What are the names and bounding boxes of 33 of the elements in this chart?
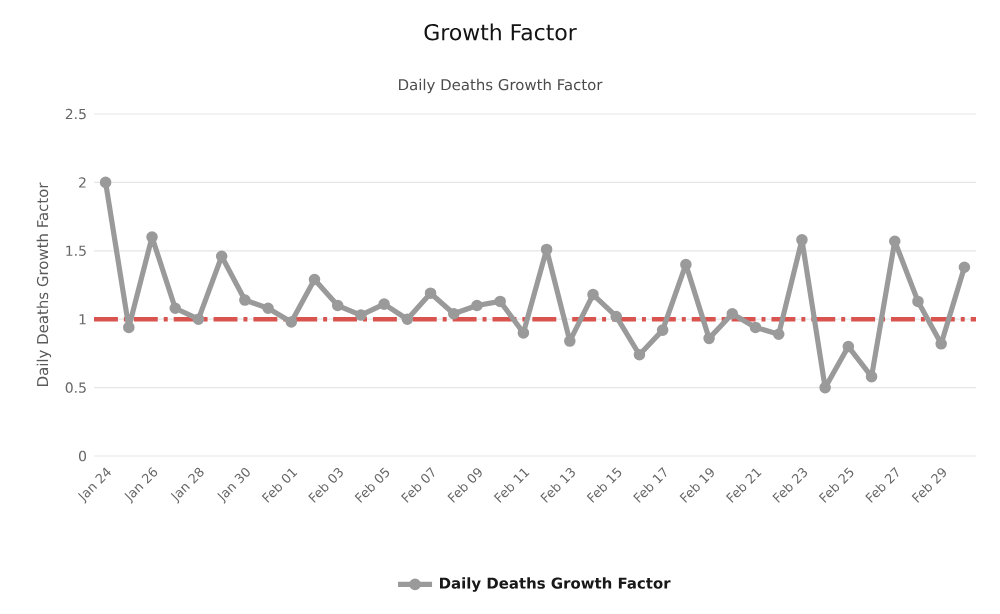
point xyxy=(239,294,251,306)
point xyxy=(123,321,135,334)
point xyxy=(471,299,483,312)
point xyxy=(912,295,924,308)
point xyxy=(610,310,623,323)
point xyxy=(842,340,855,353)
point xyxy=(99,176,112,189)
point xyxy=(772,328,785,341)
point xyxy=(355,309,367,321)
point xyxy=(169,302,182,315)
point xyxy=(146,231,158,243)
point xyxy=(749,321,762,334)
point xyxy=(958,261,971,273)
point xyxy=(633,348,646,361)
point xyxy=(796,234,808,246)
point xyxy=(517,327,530,339)
point xyxy=(935,338,947,350)
point xyxy=(726,307,739,320)
point xyxy=(424,287,437,299)
point xyxy=(308,273,321,286)
point xyxy=(192,313,205,325)
point xyxy=(656,324,669,336)
point xyxy=(703,332,715,345)
point xyxy=(401,313,414,325)
point xyxy=(447,307,460,320)
point xyxy=(888,235,901,247)
point xyxy=(331,299,344,312)
chart-title: Growth Factor xyxy=(424,23,577,41)
point xyxy=(378,298,390,310)
point xyxy=(494,295,506,308)
point xyxy=(587,288,599,301)
point xyxy=(262,302,274,315)
point xyxy=(285,316,298,328)
